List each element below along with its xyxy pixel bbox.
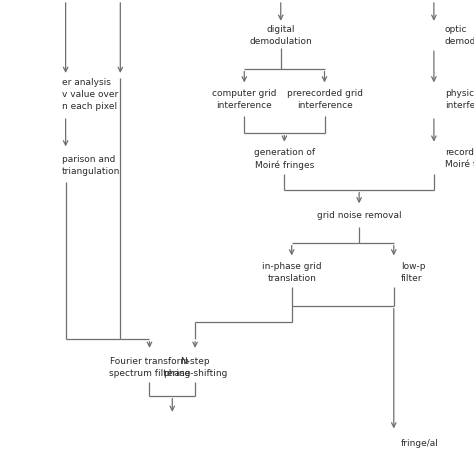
Text: in-phase grid
translation: in-phase grid translation	[262, 262, 321, 283]
Text: generation of
Moiré fringes: generation of Moiré fringes	[254, 148, 315, 170]
Text: low-p
filter: low-p filter	[401, 262, 426, 283]
Text: parison and
triangulation: parison and triangulation	[62, 155, 120, 176]
Text: fringe/al: fringe/al	[401, 439, 439, 447]
Text: computer grid
interference: computer grid interference	[212, 89, 276, 110]
Text: er analysis
v value over
n each pixel: er analysis v value over n each pixel	[62, 79, 118, 111]
Text: prerecorded grid
interference: prerecorded grid interference	[286, 89, 363, 110]
Text: Fourier transform
spectrum filtering: Fourier transform spectrum filtering	[109, 357, 190, 378]
Text: optic
demodu: optic demodu	[445, 25, 474, 46]
Text: recordi
Moiré f: recordi Moiré f	[445, 148, 474, 169]
Text: N-step
phase-shifting: N-step phase-shifting	[163, 357, 227, 378]
Text: digital
demodulation: digital demodulation	[249, 25, 312, 46]
Text: physica
interfe: physica interfe	[445, 89, 474, 110]
Text: grid noise removal: grid noise removal	[317, 211, 401, 220]
